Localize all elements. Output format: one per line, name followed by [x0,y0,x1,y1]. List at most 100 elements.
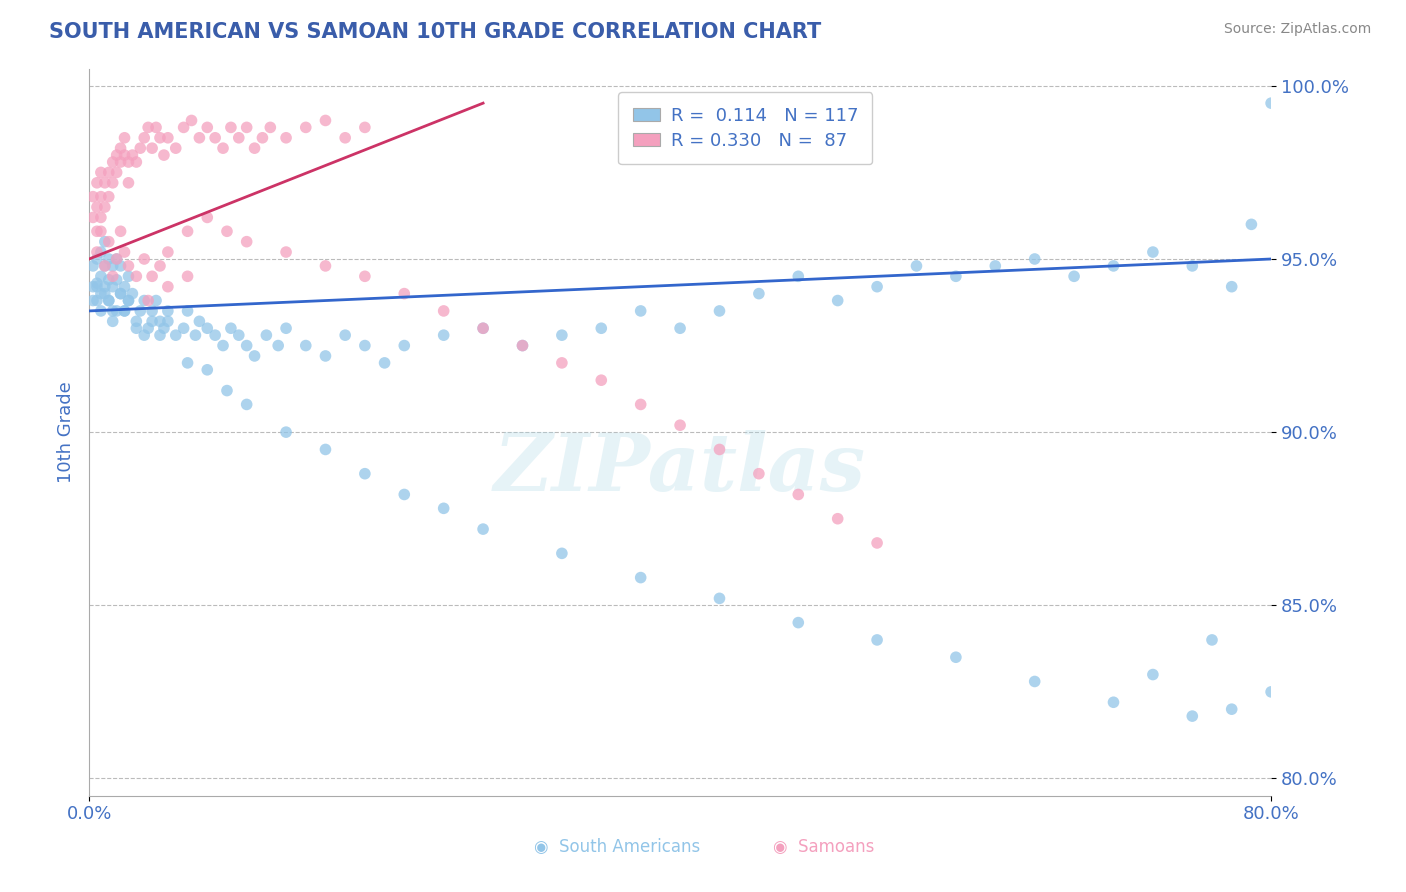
Point [1240,218,1263,232]
Point [110,286,132,301]
Point [1220,279,1243,293]
Point [709,591,731,606]
Point [125,155,148,169]
Point [1142,245,1164,260]
Point [94,200,117,214]
Point [153,321,176,335]
Point [204,328,226,343]
Point [97,293,120,308]
Point [252,130,274,145]
Point [149,328,172,343]
Point [145,120,167,135]
Point [94,235,117,249]
Point [905,259,928,273]
Point [551,546,574,560]
Point [136,293,159,308]
Point [97,165,120,179]
Point [354,269,377,284]
Point [180,113,202,128]
Point [125,314,148,328]
Point [551,356,574,370]
Point [394,286,416,301]
Point [219,321,242,335]
Point [165,328,187,343]
Point [173,120,195,135]
Point [176,269,198,284]
Y-axis label: 10th Grade: 10th Grade [58,381,75,483]
Point [335,328,357,343]
Legend: R =  0.114   N = 117, R = 0.330   N =  87: R = 0.114 N = 117, R = 0.330 N = 87 [619,92,873,164]
Point [165,141,187,155]
Point [1102,695,1125,709]
Text: ZIPatlas: ZIPatlas [494,430,866,508]
Point [86,224,108,238]
Point [90,269,112,284]
Point [195,321,218,335]
Point [274,425,297,439]
Point [228,328,250,343]
Point [354,467,377,481]
Point [1260,685,1282,699]
Point [101,279,124,293]
Point [125,269,148,284]
Point [787,615,810,630]
Point [134,130,156,145]
Point [433,501,456,516]
Point [117,269,139,284]
Point [335,130,357,145]
Point [274,245,297,260]
Point [215,384,238,398]
Point [195,211,218,225]
Point [551,328,574,343]
Point [90,211,112,225]
Point [86,245,108,260]
Point [314,442,336,457]
Point [101,176,124,190]
Point [176,224,198,238]
Point [90,304,112,318]
Point [630,397,652,411]
Point [433,304,456,318]
Point [274,321,297,335]
Point [110,286,132,301]
Point [827,293,849,308]
Point [1181,709,1204,723]
Point [591,321,613,335]
Point [117,155,139,169]
Point [156,314,179,328]
Point [90,286,112,301]
Point [433,328,456,343]
Point [254,328,277,343]
Point [176,304,198,318]
Point [630,571,652,585]
Point [90,189,112,203]
Point [94,259,117,273]
Point [156,130,179,145]
Point [90,224,112,238]
Point [184,328,207,343]
Point [86,176,108,190]
Point [105,148,128,162]
Point [125,321,148,335]
Point [94,259,117,273]
Point [630,304,652,318]
Point [149,314,172,328]
Point [235,397,257,411]
Point [294,338,316,352]
Point [105,252,128,266]
Point [984,259,1007,273]
Point [354,338,377,352]
Point [82,259,104,273]
Point [669,321,692,335]
Point [117,176,139,190]
Point [212,141,235,155]
Point [86,279,108,293]
Point [141,314,163,328]
Point [105,273,128,287]
Point [1063,269,1085,284]
Point [827,512,849,526]
Point [866,279,889,293]
Point [121,148,143,162]
Point [591,373,613,387]
Point [243,349,266,363]
